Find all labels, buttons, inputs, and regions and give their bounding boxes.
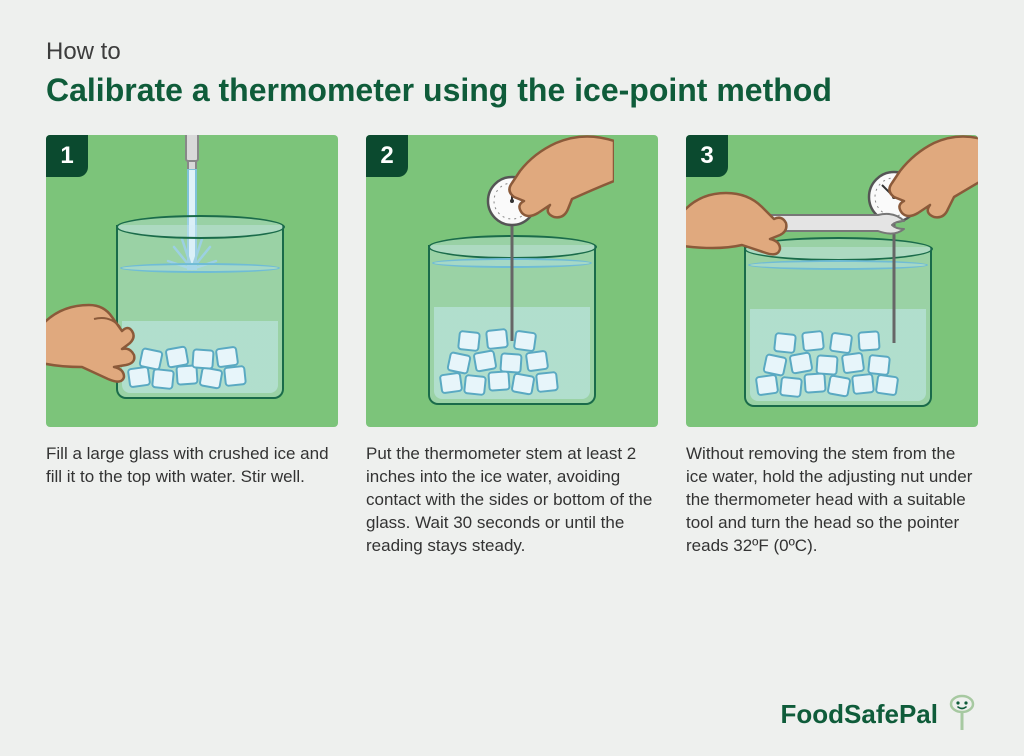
step-2: 2	[366, 135, 658, 558]
step-2-panel: 2	[366, 135, 658, 427]
step-2-caption: Put the thermometer stem at least 2 inch…	[366, 443, 658, 558]
step-1: 1	[46, 135, 338, 558]
page-title: Calibrate a thermometer using the ice-po…	[46, 72, 978, 109]
page-pretitle: How to	[46, 38, 978, 66]
footer-brand: FoodSafePal	[781, 694, 978, 734]
step-1-panel: 1	[46, 135, 338, 427]
step-3-caption: Without removing the stem from the ice w…	[686, 443, 978, 558]
hand-right-icon	[848, 135, 978, 219]
step-1-number: 1	[46, 135, 88, 177]
hand-left-icon	[686, 171, 806, 261]
brand-text: FoodSafePal	[781, 699, 938, 730]
hand-icon	[464, 135, 614, 221]
steps-row: 1	[46, 135, 978, 558]
step-1-caption: Fill a large glass with crushed ice and …	[46, 443, 338, 489]
step-3: 3	[686, 135, 978, 558]
step-3-panel: 3	[686, 135, 978, 427]
thermometer-mascot-icon	[946, 694, 978, 734]
step-3-number: 3	[686, 135, 728, 177]
step-2-number: 2	[366, 135, 408, 177]
hand-icon	[46, 275, 164, 385]
